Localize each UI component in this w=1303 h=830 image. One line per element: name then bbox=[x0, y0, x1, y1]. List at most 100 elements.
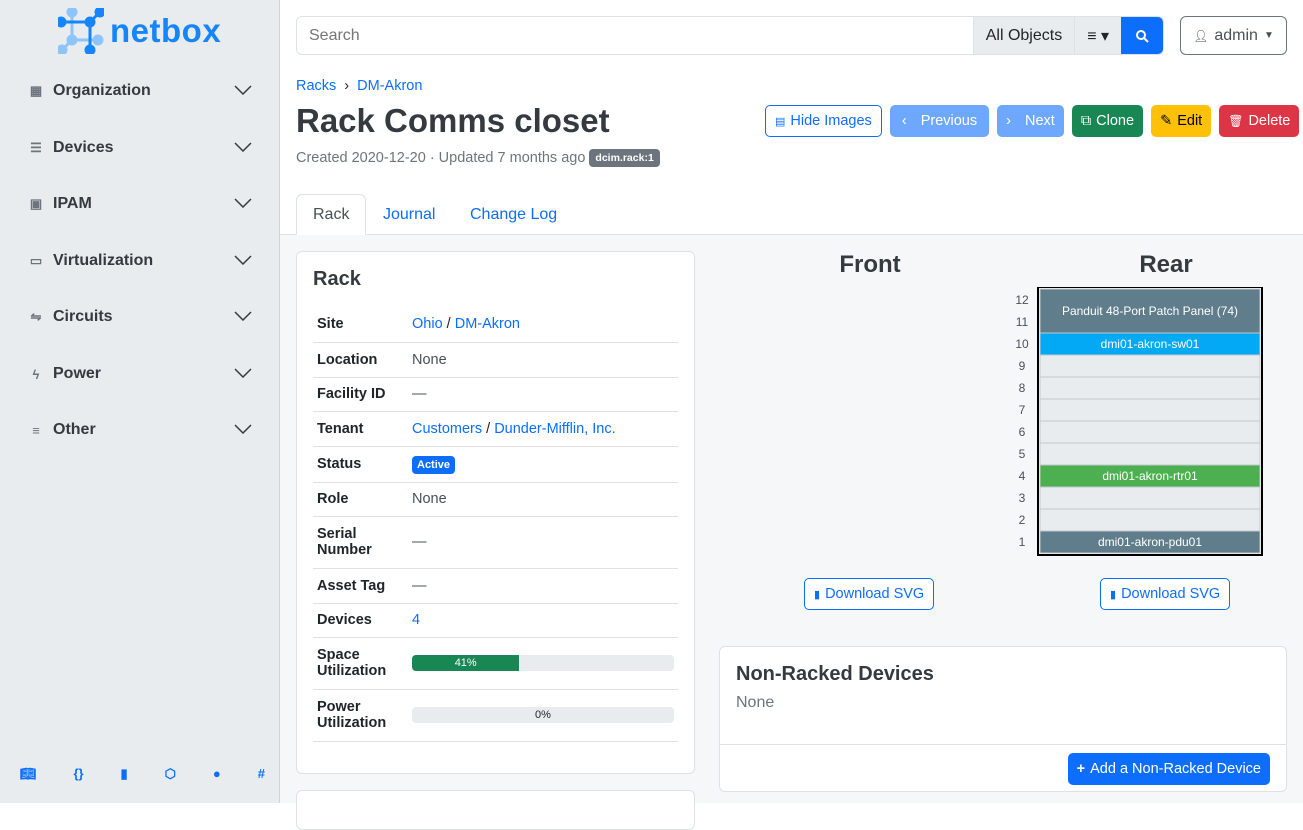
unit-label: 10 bbox=[1015, 337, 1029, 351]
chevron-left-icon: ‹ bbox=[901, 113, 907, 129]
status-badge: Active bbox=[412, 456, 456, 474]
netbox-logo[interactable]: netbox bbox=[58, 8, 221, 54]
sidebar-item-ipam[interactable]: ▣ IPAM bbox=[28, 195, 252, 213]
building-icon: ▦ bbox=[29, 83, 43, 98]
btn-label: Next bbox=[1024, 113, 1055, 129]
search-bar: All Objects ≡ ▾ bbox=[296, 16, 1164, 55]
download-front-svg-button[interactable]: ▮ Download SVG bbox=[804, 578, 935, 610]
table-row: Power Utilization 0% bbox=[313, 689, 678, 742]
clone-button[interactable]: ⧉ Clone bbox=[1071, 105, 1144, 137]
btn-label: Previous bbox=[920, 113, 978, 129]
tenant-group-link[interactable]: Customers bbox=[412, 420, 483, 437]
attr-label: Tenant bbox=[313, 411, 408, 447]
rear-title: Rear bbox=[1139, 251, 1193, 278]
slack-icon[interactable]: # bbox=[257, 766, 265, 781]
nav-label: Other bbox=[53, 421, 96, 438]
chevron-down-icon bbox=[234, 195, 252, 213]
chevron-down-icon bbox=[234, 82, 252, 100]
device-block bbox=[1039, 288, 1261, 334]
file-icon: ▮ bbox=[1110, 588, 1117, 601]
github-icon[interactable]: ● bbox=[212, 766, 221, 781]
brand-name: netbox bbox=[110, 12, 222, 49]
site-link[interactable]: DM-Akron bbox=[454, 316, 520, 333]
unit-label: 2 bbox=[1019, 513, 1026, 527]
search-input[interactable] bbox=[297, 17, 973, 54]
table-row: Serial Number — bbox=[313, 516, 678, 569]
tenant-link[interactable]: Dunder-Mifflin, Inc. bbox=[494, 420, 616, 437]
created-updated: Created 2020-12-20 · Updated 7 months ag… bbox=[296, 150, 586, 166]
previous-button[interactable]: ‹ Previous bbox=[889, 105, 990, 137]
location-value: None bbox=[408, 342, 678, 378]
sidebar-item-other[interactable]: ≡ Other bbox=[28, 421, 252, 439]
serial-value: — bbox=[408, 516, 678, 569]
api-icon[interactable]: {} bbox=[73, 766, 84, 781]
nav-label: Circuits bbox=[53, 308, 113, 325]
add-non-racked-device-button[interactable]: + Add a Non-Racked Device bbox=[1067, 753, 1270, 785]
nav-label: Power bbox=[53, 365, 102, 382]
rack-slot bbox=[1039, 420, 1261, 444]
edit-button[interactable]: ✎ Edit bbox=[1151, 105, 1212, 137]
tab-change-log[interactable]: Change Log bbox=[470, 205, 558, 223]
filter-dropdown[interactable]: ≡ ▾ bbox=[1074, 17, 1121, 54]
lines-icon: ≡ bbox=[32, 422, 40, 438]
breadcrumb-racks[interactable]: Racks bbox=[296, 78, 337, 94]
space-utilization-bar: 41% bbox=[412, 655, 674, 671]
sidebar-item-organization[interactable]: ▦ Organization bbox=[28, 82, 252, 100]
bookmark-icon[interactable]: ▮ bbox=[120, 766, 128, 781]
sidebar: netbox ▦ Organization ☰ Devices ▣ IPAM ▭ Vir… bbox=[0, 0, 280, 803]
tab-rack[interactable]: Rack bbox=[296, 194, 367, 235]
table-row: Facility ID — bbox=[313, 377, 678, 412]
unit-label: 6 bbox=[1019, 425, 1026, 439]
device-label: dmi01-akron-sw01 bbox=[1101, 337, 1200, 351]
nav-label: Virtualization bbox=[53, 252, 154, 269]
table-row: Devices 4 bbox=[313, 603, 678, 638]
region-link[interactable]: Ohio bbox=[412, 316, 443, 333]
filter-icon: ≡ ▾ bbox=[1087, 27, 1109, 45]
search-scope-select[interactable]: All Objects bbox=[972, 17, 1075, 54]
table-row: Asset Tag — bbox=[313, 568, 678, 604]
delete-button[interactable]: 🗑︎ Delete bbox=[1219, 105, 1300, 137]
lightning-icon: ϟ bbox=[32, 366, 40, 382]
book-icon[interactable]: 📖︎ bbox=[20, 766, 37, 781]
attr-label: Serial Number bbox=[313, 516, 408, 569]
unit-label: 5 bbox=[1019, 447, 1026, 461]
circuit-icon: ⇋ bbox=[30, 309, 42, 324]
table-row: Role None bbox=[313, 482, 678, 517]
btn-label: Add a Non-Racked Device bbox=[1090, 761, 1261, 777]
username: admin bbox=[1214, 26, 1258, 44]
device-block bbox=[1039, 464, 1261, 488]
attr-label: Status bbox=[313, 446, 408, 483]
role-value: None bbox=[408, 482, 678, 517]
breadcrumb-site[interactable]: DM-Akron bbox=[357, 78, 423, 94]
space-utilization-fill: 41% bbox=[412, 655, 520, 671]
attr-label: Location bbox=[313, 342, 408, 378]
card-title: Non-Racked Devices bbox=[736, 663, 934, 685]
next-button[interactable]: › Next bbox=[997, 105, 1064, 137]
hide-images-button[interactable]: ▤ Hide Images bbox=[765, 105, 882, 137]
graphql-icon[interactable]: ⬡ bbox=[164, 766, 176, 781]
sidebar-item-circuits[interactable]: ⇋ Circuits bbox=[28, 308, 252, 326]
non-racked-devices-card: Non-Racked Devices None + Add a Non-Racke… bbox=[719, 646, 1287, 792]
devices-link[interactable]: 4 bbox=[412, 612, 421, 628]
chevron-down-icon bbox=[234, 252, 252, 270]
sidebar-item-virtualization[interactable]: ▭ Virtualization bbox=[28, 252, 252, 270]
unit-label: 4 bbox=[1019, 469, 1026, 483]
attr-label: Asset Tag bbox=[313, 568, 408, 604]
ip-icon: ▣ bbox=[29, 196, 43, 211]
user-menu[interactable]: 👤︎ admin ▼ bbox=[1180, 16, 1287, 55]
attr-label: Role bbox=[313, 482, 408, 517]
unit-label: 9 bbox=[1019, 359, 1026, 373]
sidebar-item-devices[interactable]: ☰ Devices bbox=[28, 139, 252, 157]
unit-label: 7 bbox=[1019, 403, 1026, 417]
search-button[interactable] bbox=[1121, 17, 1163, 54]
sidebar-item-power[interactable]: ϟ Power bbox=[28, 365, 252, 383]
download-rear-svg-button[interactable]: ▮ Download SVG bbox=[1100, 578, 1231, 610]
btn-label: Download SVG bbox=[1121, 586, 1221, 602]
table-row: Tenant Customers / Dunder-Mifflin, Inc. bbox=[313, 411, 678, 447]
attr-label: Facility ID bbox=[313, 377, 408, 412]
tab-journal[interactable]: Journal bbox=[383, 205, 436, 223]
separator: / bbox=[446, 316, 451, 333]
non-racked-value: None bbox=[736, 694, 775, 711]
device-block bbox=[1039, 332, 1261, 356]
nav-label: Devices bbox=[53, 139, 114, 156]
